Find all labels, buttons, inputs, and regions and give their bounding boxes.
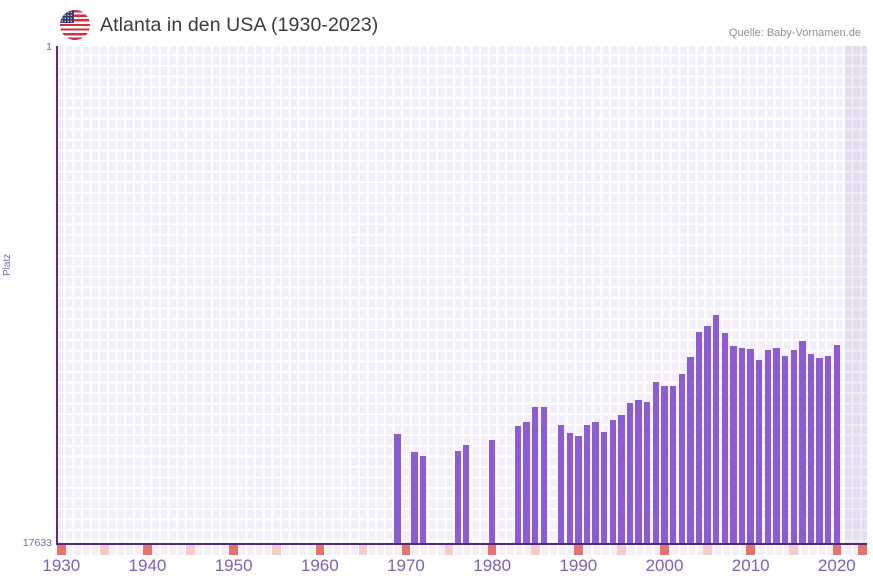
plot-area: [57, 46, 867, 543]
source-credit: Quelle: Baby-Vornamen.de: [728, 27, 861, 39]
bar[interactable]: [652, 382, 660, 543]
x-tick-mark: [57, 545, 66, 555]
x-axis-line: [56, 543, 867, 545]
x-tick-label: 1950: [214, 556, 253, 575]
bar[interactable]: [540, 407, 548, 543]
bar[interactable]: [600, 431, 608, 543]
bar[interactable]: [799, 341, 806, 543]
x-tick-mark: [746, 545, 755, 555]
bar[interactable]: [394, 434, 401, 543]
bar[interactable]: [747, 349, 754, 543]
x-tick-mark-minor: [789, 545, 799, 555]
y-tick-label-top: 1: [46, 41, 52, 53]
y-axis-line: [56, 46, 58, 544]
chart-header: Atlanta in den USA (1930-2023): [60, 8, 378, 42]
bar[interactable]: [488, 440, 496, 543]
bar[interactable]: [420, 456, 427, 543]
bar[interactable]: [781, 356, 789, 543]
x-tick-label: 2000: [645, 556, 684, 575]
x-tick-mark: [487, 545, 497, 555]
bar[interactable]: [807, 353, 815, 543]
x-tick-mark-minor: [272, 545, 282, 555]
bar[interactable]: [463, 444, 470, 543]
bar[interactable]: [514, 425, 522, 543]
bar[interactable]: [695, 331, 703, 543]
x-tick-mark: [660, 545, 669, 555]
bar[interactable]: [454, 450, 461, 543]
bar[interactable]: [644, 401, 651, 543]
x-tick-mark-minor: [444, 545, 454, 555]
x-tick-mark-minor: [358, 545, 368, 555]
bar[interactable]: [532, 407, 539, 543]
x-tick-label: 1940: [128, 556, 167, 575]
x-tick-label: 1930: [42, 556, 81, 575]
bar[interactable]: [713, 315, 720, 543]
bar[interactable]: [523, 422, 530, 543]
us-flag-icon: [60, 10, 90, 40]
bar[interactable]: [583, 424, 591, 543]
bar-series: [57, 46, 867, 543]
x-tick-mark-minor: [703, 545, 712, 555]
bar[interactable]: [756, 359, 763, 543]
bar[interactable]: [773, 348, 780, 543]
x-tick-mark-minor: [530, 545, 540, 555]
x-tick-mark-minor: [617, 545, 626, 555]
chart-title: Atlanta in den USA (1930-2023): [100, 13, 379, 36]
x-tick-label: 1960: [300, 556, 339, 575]
bar[interactable]: [764, 349, 772, 543]
x-tick-mark: [574, 545, 583, 555]
x-tick-mark: [832, 545, 842, 555]
x-tick-mark: [401, 545, 411, 555]
bar[interactable]: [790, 349, 797, 543]
bar[interactable]: [678, 374, 685, 543]
bar[interactable]: [566, 432, 573, 543]
bar[interactable]: [825, 356, 832, 543]
bar[interactable]: [618, 414, 625, 543]
bar[interactable]: [557, 424, 565, 543]
bar[interactable]: [730, 346, 737, 543]
x-tick-mark-minor: [186, 545, 195, 555]
bar[interactable]: [816, 358, 823, 543]
y-axis-title: Platz: [2, 253, 13, 276]
y-tick-label-bottom: 17633: [22, 537, 52, 549]
bar[interactable]: [738, 348, 746, 543]
bar[interactable]: [704, 326, 711, 543]
x-tick-label: 1970: [387, 556, 425, 575]
bar[interactable]: [575, 435, 582, 543]
bar[interactable]: [411, 452, 418, 543]
bar[interactable]: [626, 402, 634, 543]
x-tick-label: 1980: [473, 556, 512, 575]
x-tick-mark: [229, 545, 238, 555]
bar[interactable]: [661, 386, 668, 543]
x-tick-mark: [315, 545, 325, 555]
bar[interactable]: [833, 344, 841, 543]
x-tick-mark-end: [858, 545, 867, 555]
bar[interactable]: [635, 400, 642, 543]
x-tick-mark: [143, 545, 152, 555]
x-tick-mark-minor: [100, 545, 109, 555]
x-tick-label: 2010: [731, 556, 770, 575]
x-tick-strip-background: [57, 545, 867, 555]
bar[interactable]: [609, 420, 616, 543]
bar[interactable]: [669, 386, 677, 543]
x-tick-label: 1990: [559, 556, 598, 575]
bar[interactable]: [592, 422, 599, 543]
x-tick-label: 2020: [817, 556, 856, 575]
bar[interactable]: [687, 356, 694, 543]
bar[interactable]: [721, 332, 728, 543]
